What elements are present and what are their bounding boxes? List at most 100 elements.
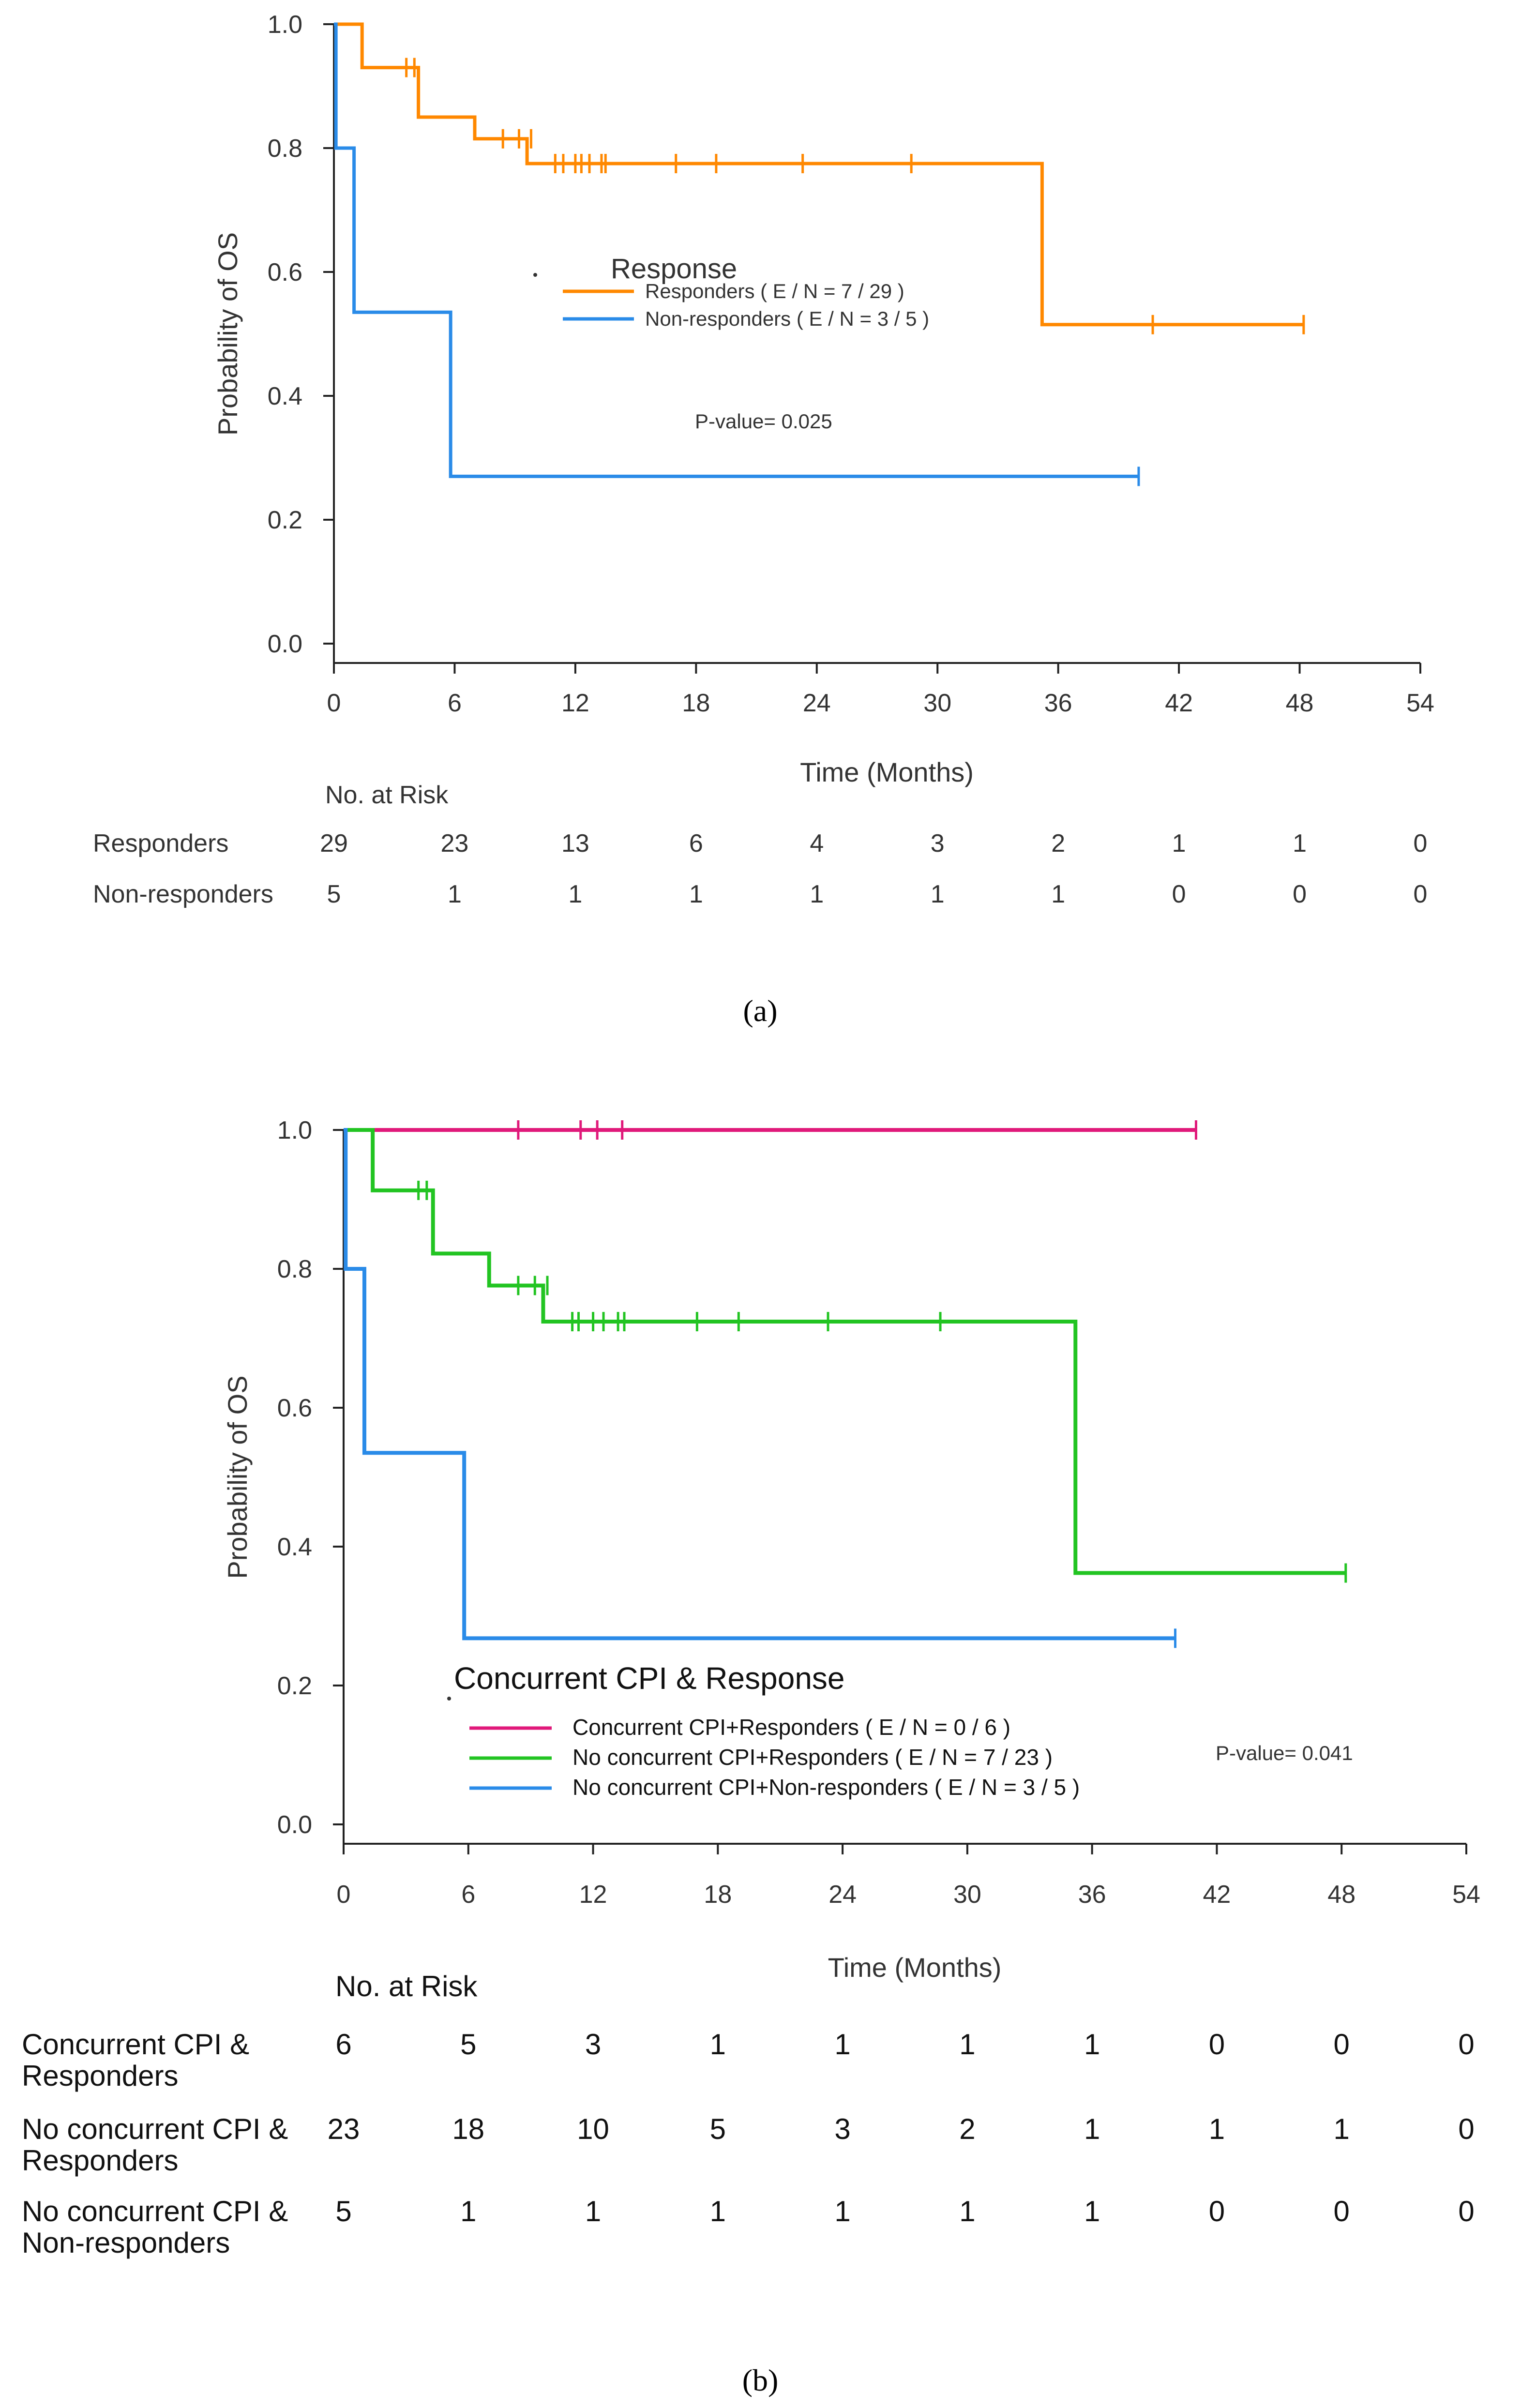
risk-value: 0 xyxy=(1458,2195,1474,2227)
risk-row-label: No concurrent CPI & xyxy=(22,2113,288,2145)
y-tick-label: 0.4 xyxy=(277,1533,312,1561)
risk-value: 0 xyxy=(1414,829,1428,858)
series-line-responders xyxy=(334,22,1304,327)
risk-value: 1 xyxy=(1051,880,1065,908)
x-tick-label: 12 xyxy=(561,689,589,717)
x-tick-label: 36 xyxy=(1044,689,1072,717)
x-tick-label: 54 xyxy=(1406,689,1434,717)
x-tick-label: 48 xyxy=(1286,689,1314,717)
x-tick-label: 42 xyxy=(1203,1881,1231,1909)
risk-value: 1 xyxy=(834,2028,850,2061)
series-line-no-concurrent-cpi-non-responders xyxy=(344,1128,1175,1640)
risk-value: 1 xyxy=(959,2028,975,2061)
risk-value: 1 xyxy=(810,880,824,908)
risk-value: 1 xyxy=(448,880,462,908)
y-tick-label: 0.4 xyxy=(268,382,302,410)
risk-row-label: No concurrent CPI & xyxy=(22,2195,288,2227)
legend-title: Response xyxy=(611,253,737,285)
risk-value: 18 xyxy=(452,2113,484,2145)
panel-b: 0.00.20.40.60.81.00 6 12 18 24 30 36 42 48 54Time… xyxy=(22,1116,1480,2397)
risk-row-label: Responders xyxy=(22,2144,179,2177)
risk-value: 1 xyxy=(1084,2195,1100,2227)
x-tick-label: 30 xyxy=(953,1881,981,1909)
risk-value: 1 xyxy=(568,880,582,908)
risk-value: 3 xyxy=(931,829,945,858)
risk-row-label: Non-responders xyxy=(93,880,273,908)
x-tick-label: 18 xyxy=(682,689,710,717)
panel-caption: (b) xyxy=(742,2363,779,2397)
legend-entry: No concurrent CPI+Non-responders ( E / N… xyxy=(572,1775,1080,1800)
risk-value: 0 xyxy=(1334,2028,1350,2061)
risk-value: 0 xyxy=(1458,2113,1474,2145)
risk-value: 0 xyxy=(1414,880,1428,908)
y-tick-label: 0.6 xyxy=(277,1394,312,1422)
x-tick-label: 18 xyxy=(704,1881,732,1909)
risk-value: 1 xyxy=(834,2195,850,2227)
risk-value: 0 xyxy=(1209,2195,1225,2227)
risk-row-label: Concurrent CPI & xyxy=(22,2028,249,2061)
y-tick-label: 1.0 xyxy=(277,1116,312,1144)
x-tick-label: 30 xyxy=(923,689,951,717)
series-line-no-concurrent-cpi-responders xyxy=(344,1128,1346,1575)
risk-value: 1 xyxy=(959,2195,975,2227)
series-line-non-responders xyxy=(334,22,1139,478)
p-value: P-value= 0.041 xyxy=(1216,1742,1353,1764)
x-tick-label: 42 xyxy=(1165,689,1193,717)
risk-value: 1 xyxy=(710,2195,726,2227)
y-tick-label: 0.6 xyxy=(268,258,302,286)
risk-value: 5 xyxy=(460,2028,476,2061)
risk-table-title: No. at Risk xyxy=(325,781,449,809)
x-tick-label: 6 xyxy=(448,689,462,717)
risk-table-title: No. at Risk xyxy=(335,1970,478,2002)
risk-value: 2 xyxy=(959,2113,975,2145)
risk-value: 1 xyxy=(1084,2028,1100,2061)
risk-value: 1 xyxy=(1172,829,1186,858)
risk-value: 0 xyxy=(1293,880,1307,908)
x-tick-label: 54 xyxy=(1452,1881,1480,1909)
y-tick-label: 0.0 xyxy=(268,630,302,658)
risk-value: 23 xyxy=(441,829,469,858)
risk-row-label: Non-responders xyxy=(22,2227,230,2259)
y-tick-label: 0.0 xyxy=(277,1811,312,1839)
risk-value: 10 xyxy=(577,2113,609,2145)
x-axis-title: Time (Months) xyxy=(800,757,974,787)
x-tick-label: 0 xyxy=(327,689,341,717)
legend-marker xyxy=(447,1697,451,1701)
risk-value: 0 xyxy=(1172,880,1186,908)
risk-value: 1 xyxy=(931,880,945,908)
y-tick-label: 0.2 xyxy=(268,506,302,534)
x-tick-label: 48 xyxy=(1327,1881,1355,1909)
x-tick-label: 36 xyxy=(1078,1881,1106,1909)
risk-value: 0 xyxy=(1458,2028,1474,2061)
y-tick-label: 1.0 xyxy=(268,11,302,39)
risk-value: 0 xyxy=(1334,2195,1350,2227)
risk-row-label: Responders xyxy=(93,829,228,858)
risk-value: 1 xyxy=(460,2195,476,2227)
risk-value: 4 xyxy=(810,829,824,858)
risk-value: 1 xyxy=(585,2195,601,2227)
risk-value: 3 xyxy=(585,2028,601,2061)
x-axis-title: Time (Months) xyxy=(828,1952,1002,1983)
legend-entry: Concurrent CPI+Responders ( E / N = 0 / … xyxy=(572,1715,1010,1740)
legend-entry: Responders ( E / N = 7 / 29 ) xyxy=(645,280,904,302)
risk-value: 5 xyxy=(327,880,341,908)
legend-entry: No concurrent CPI+Responders ( E / N = 7… xyxy=(572,1745,1053,1770)
risk-value: 1 xyxy=(689,880,703,908)
risk-value: 5 xyxy=(335,2195,351,2227)
legend-entry: Non-responders ( E / N = 3 / 5 ) xyxy=(645,307,929,330)
legend-marker xyxy=(533,273,537,277)
y-axis-title: Probability of OS xyxy=(212,232,243,436)
panel-caption: (a) xyxy=(743,993,777,1028)
y-tick-label: 0.2 xyxy=(277,1672,312,1700)
risk-value: 29 xyxy=(320,829,348,858)
legend-title: Concurrent CPI & Response xyxy=(454,1661,845,1696)
risk-value: 0 xyxy=(1209,2028,1225,2061)
x-tick-label: 24 xyxy=(803,689,831,717)
risk-value: 23 xyxy=(328,2113,360,2145)
risk-value: 2 xyxy=(1051,829,1065,858)
risk-value: 6 xyxy=(689,829,703,858)
y-tick-label: 0.8 xyxy=(268,135,302,163)
risk-value: 3 xyxy=(834,2113,850,2145)
risk-value: 6 xyxy=(335,2028,351,2061)
